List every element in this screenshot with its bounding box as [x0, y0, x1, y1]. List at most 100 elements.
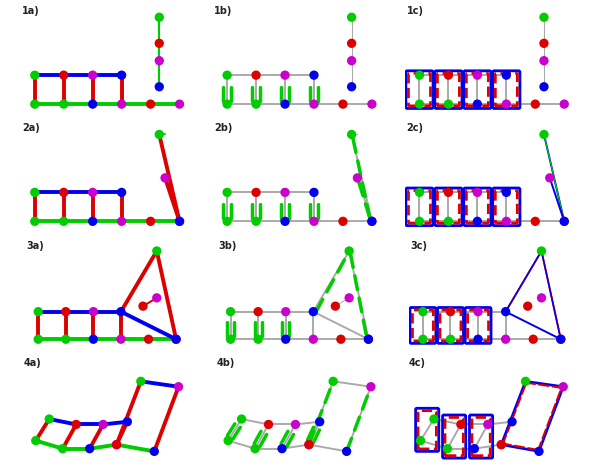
Point: [89, 335, 98, 343]
Point: [497, 441, 506, 448]
Point: [364, 335, 373, 343]
Point: [30, 218, 40, 225]
Point: [497, 441, 506, 448]
Text: 2b): 2b): [214, 123, 233, 133]
Point: [347, 40, 356, 47]
Point: [280, 71, 290, 79]
Text: 1c): 1c): [407, 6, 423, 16]
Point: [556, 335, 565, 343]
Point: [473, 189, 482, 196]
Point: [61, 308, 71, 315]
Point: [226, 308, 235, 315]
Point: [222, 71, 232, 79]
Point: [171, 335, 181, 343]
Point: [304, 441, 314, 448]
Point: [123, 418, 132, 426]
Point: [528, 335, 538, 343]
Point: [150, 447, 159, 455]
Point: [34, 308, 43, 315]
Point: [558, 383, 568, 391]
Point: [444, 71, 453, 79]
Point: [364, 335, 373, 343]
Point: [328, 377, 338, 385]
Text: 1b): 1b): [214, 6, 233, 16]
Text: 4a): 4a): [24, 358, 42, 368]
Point: [222, 218, 232, 225]
Point: [308, 308, 318, 315]
Point: [366, 383, 376, 391]
Point: [71, 420, 81, 428]
Point: [116, 308, 126, 315]
Point: [155, 13, 164, 21]
Point: [112, 441, 122, 448]
Point: [534, 447, 544, 455]
Point: [146, 218, 155, 225]
Point: [559, 218, 569, 225]
Point: [30, 71, 40, 79]
Point: [117, 218, 126, 225]
Point: [501, 189, 511, 196]
Text: 2a): 2a): [22, 123, 40, 133]
Point: [456, 420, 465, 428]
Point: [237, 415, 246, 423]
Point: [308, 335, 318, 343]
Point: [446, 308, 455, 315]
Point: [501, 335, 510, 343]
Point: [146, 100, 155, 108]
Point: [222, 189, 232, 196]
Point: [556, 335, 565, 343]
Point: [88, 71, 98, 79]
Point: [539, 83, 549, 90]
Point: [250, 445, 260, 453]
Point: [336, 335, 346, 343]
Point: [473, 100, 482, 108]
Point: [98, 420, 108, 428]
Point: [531, 100, 540, 108]
Point: [539, 131, 549, 138]
Point: [367, 100, 377, 108]
Point: [344, 247, 354, 255]
Point: [175, 100, 184, 108]
Point: [253, 308, 263, 315]
Point: [559, 218, 569, 225]
Point: [342, 447, 352, 455]
Point: [418, 335, 428, 343]
Point: [309, 218, 319, 225]
Point: [226, 335, 235, 343]
Point: [281, 335, 291, 343]
Point: [155, 131, 164, 138]
Text: 3b): 3b): [219, 241, 237, 251]
Text: 2c): 2c): [407, 123, 423, 133]
Point: [331, 302, 340, 310]
Point: [309, 100, 319, 108]
Point: [539, 57, 549, 64]
Point: [280, 189, 290, 196]
Point: [416, 437, 425, 444]
Point: [501, 71, 511, 79]
Point: [347, 13, 356, 21]
Point: [34, 335, 43, 343]
Text: 4b): 4b): [216, 358, 235, 368]
Point: [507, 418, 517, 426]
Text: 4c): 4c): [409, 358, 426, 368]
Point: [559, 100, 569, 108]
Point: [415, 218, 424, 225]
Point: [174, 383, 183, 391]
Point: [280, 218, 290, 225]
Point: [58, 445, 68, 453]
Point: [291, 420, 300, 428]
Point: [61, 335, 71, 343]
Point: [309, 189, 319, 196]
Point: [171, 335, 181, 343]
Point: [338, 218, 348, 225]
Point: [338, 100, 348, 108]
Point: [367, 218, 377, 225]
Point: [155, 83, 164, 90]
Point: [415, 71, 424, 79]
Point: [59, 71, 68, 79]
Point: [501, 218, 511, 225]
Point: [470, 445, 479, 453]
Point: [281, 308, 291, 315]
Point: [483, 420, 492, 428]
Point: [277, 445, 287, 453]
